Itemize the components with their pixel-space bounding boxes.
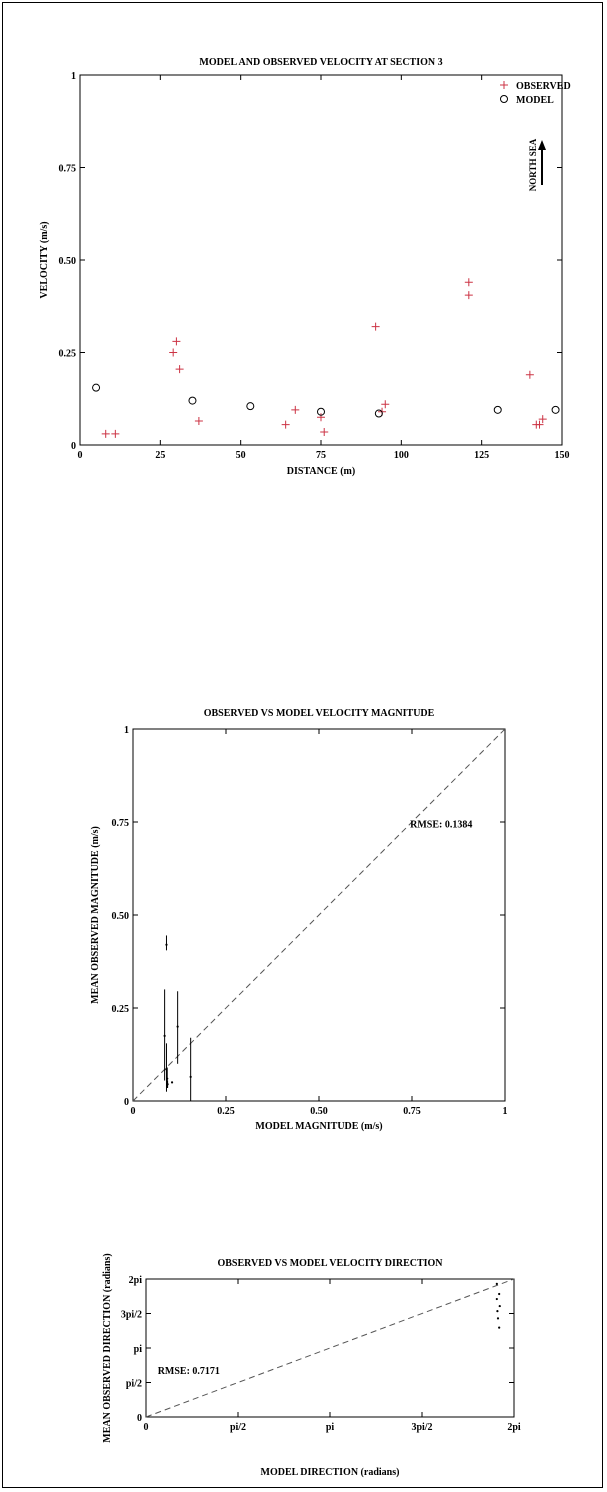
- observed-point: [291, 405, 300, 414]
- legend-model-label: MODEL: [516, 95, 554, 106]
- observed-point: [317, 413, 325, 422]
- x-tick-label: 100: [394, 450, 409, 461]
- north-arrow-head: [538, 140, 546, 150]
- one-to-one-line: [132, 728, 506, 1102]
- y-tick-label: 0.25: [112, 1004, 130, 1015]
- x-tick-label: 75: [316, 450, 326, 461]
- legend-observed-label: OBSERVED: [516, 81, 571, 92]
- chart-title: OBSERVED VS MODEL VELOCITY MAGNITUDE: [204, 708, 435, 719]
- rmse-annotation: RMSE: 0.1384: [410, 820, 472, 831]
- model-point: [317, 407, 325, 416]
- data-point: [495, 1297, 498, 1301]
- observed-point: [525, 370, 534, 379]
- data-point: [498, 1304, 501, 1308]
- one-to-one-line: [145, 1278, 515, 1418]
- y-tick-label: 0: [71, 441, 76, 452]
- y-tick-label: pi/2: [126, 1379, 142, 1390]
- observed-point: [194, 416, 203, 425]
- chart-title: MODEL AND OBSERVED VELOCITY AT SECTION 3: [199, 57, 442, 68]
- y-tick-label: pi: [134, 1344, 143, 1355]
- observed-point: [535, 420, 544, 429]
- x-tick-label: 50: [236, 450, 246, 461]
- x-tick-label: pi/2: [230, 1422, 246, 1433]
- plot-area-border: [79, 74, 563, 446]
- legend-observed-marker: [500, 81, 508, 89]
- x-tick-label: 2pi: [507, 1422, 521, 1433]
- observed-point: [320, 428, 329, 437]
- data-point: [176, 1025, 179, 1028]
- observed-point: [381, 400, 390, 409]
- magnitude-comparison-chart: OBSERVED VS MODEL VELOCITY MAGNITUDE 0 0.2…: [90, 708, 508, 1132]
- x-axis-label: MODEL MAGNITUDE (m/s): [255, 1121, 382, 1132]
- model-point: [551, 405, 560, 414]
- observed-point: [464, 291, 473, 300]
- x-axis-label: DISTANCE (m): [287, 466, 355, 477]
- direction-comparison-chart: OBSERVED VS MODEL VELOCITY DIRECTION 0 pi/…: [102, 1253, 521, 1478]
- x-tick-label: 150: [555, 450, 570, 461]
- chart-title: OBSERVED VS MODEL VELOCITY DIRECTION: [217, 1258, 443, 1269]
- y-tick-label: 1: [124, 725, 129, 736]
- data-point: [166, 1083, 169, 1086]
- observed-point: [371, 322, 380, 331]
- y-tick-label: 0.50: [112, 911, 130, 922]
- observed-point: [175, 365, 184, 374]
- y-tick-label: 0: [137, 1413, 142, 1424]
- x-tick-label: 0: [131, 1106, 136, 1117]
- observed-point: [538, 415, 547, 424]
- model-point: [374, 409, 383, 418]
- data-point: [189, 1075, 192, 1078]
- x-tick-label: 0: [78, 450, 83, 461]
- x-tick-label: 0.75: [403, 1106, 421, 1117]
- y-tick-label: 2pi: [129, 1275, 143, 1286]
- data-point: [498, 1326, 501, 1329]
- model-point: [246, 402, 255, 411]
- y-axis-label: VELOCITY (m/s): [39, 221, 50, 298]
- x-tick-label: 0.50: [310, 1106, 328, 1117]
- legend-model-marker: [500, 95, 508, 103]
- y-tick-label: 3pi/2: [121, 1310, 142, 1321]
- north-sea-label: NORTH SEA: [528, 138, 538, 191]
- observed-point: [172, 337, 181, 346]
- observed-point: [169, 348, 178, 357]
- observed-point: [111, 429, 120, 438]
- y-tick-label: 0: [124, 1097, 129, 1108]
- rmse-annotation: RMSE: 0.7171: [158, 1366, 220, 1377]
- x-tick-label: pi: [326, 1422, 335, 1433]
- x-tick-label: 125: [474, 450, 489, 461]
- observed-point: [464, 278, 473, 287]
- y-tick-label: 0.50: [59, 256, 77, 267]
- y-axis-label: MEAN OBSERVED MAGNITUDE (m/s): [90, 826, 101, 1004]
- x-tick-label: 0: [144, 1422, 149, 1433]
- x-axis-label: MODEL DIRECTION (radians): [261, 1467, 400, 1478]
- velocity-section-chart: MODEL AND OBSERVED VELOCITY AT SECTION 3…: [39, 57, 571, 477]
- data-point: [495, 1282, 498, 1286]
- y-tick-label: 0.75: [59, 164, 77, 175]
- data-point: [165, 943, 168, 946]
- data-point: [496, 1317, 500, 1320]
- model-point: [92, 383, 101, 392]
- observed-point: [101, 429, 110, 438]
- data-point: [170, 1081, 174, 1084]
- data-point: [496, 1310, 499, 1313]
- model-point: [493, 405, 502, 414]
- x-tick-label: 25: [155, 450, 165, 461]
- y-tick-label: 0.75: [112, 818, 130, 829]
- data-point: [163, 1034, 166, 1037]
- observed-point: [281, 420, 290, 429]
- x-tick-label: 3pi/2: [411, 1422, 432, 1433]
- data-point: [166, 1077, 169, 1080]
- y-axis-label: MEAN OBSERVED DIRECTION (radians): [102, 1253, 113, 1442]
- x-tick-label: 1: [503, 1106, 508, 1117]
- x-tick-label: 0.25: [217, 1106, 235, 1117]
- model-point: [188, 396, 197, 405]
- data-point: [498, 1292, 501, 1296]
- y-tick-label: 1: [71, 71, 76, 82]
- y-tick-label: 0.25: [59, 349, 77, 360]
